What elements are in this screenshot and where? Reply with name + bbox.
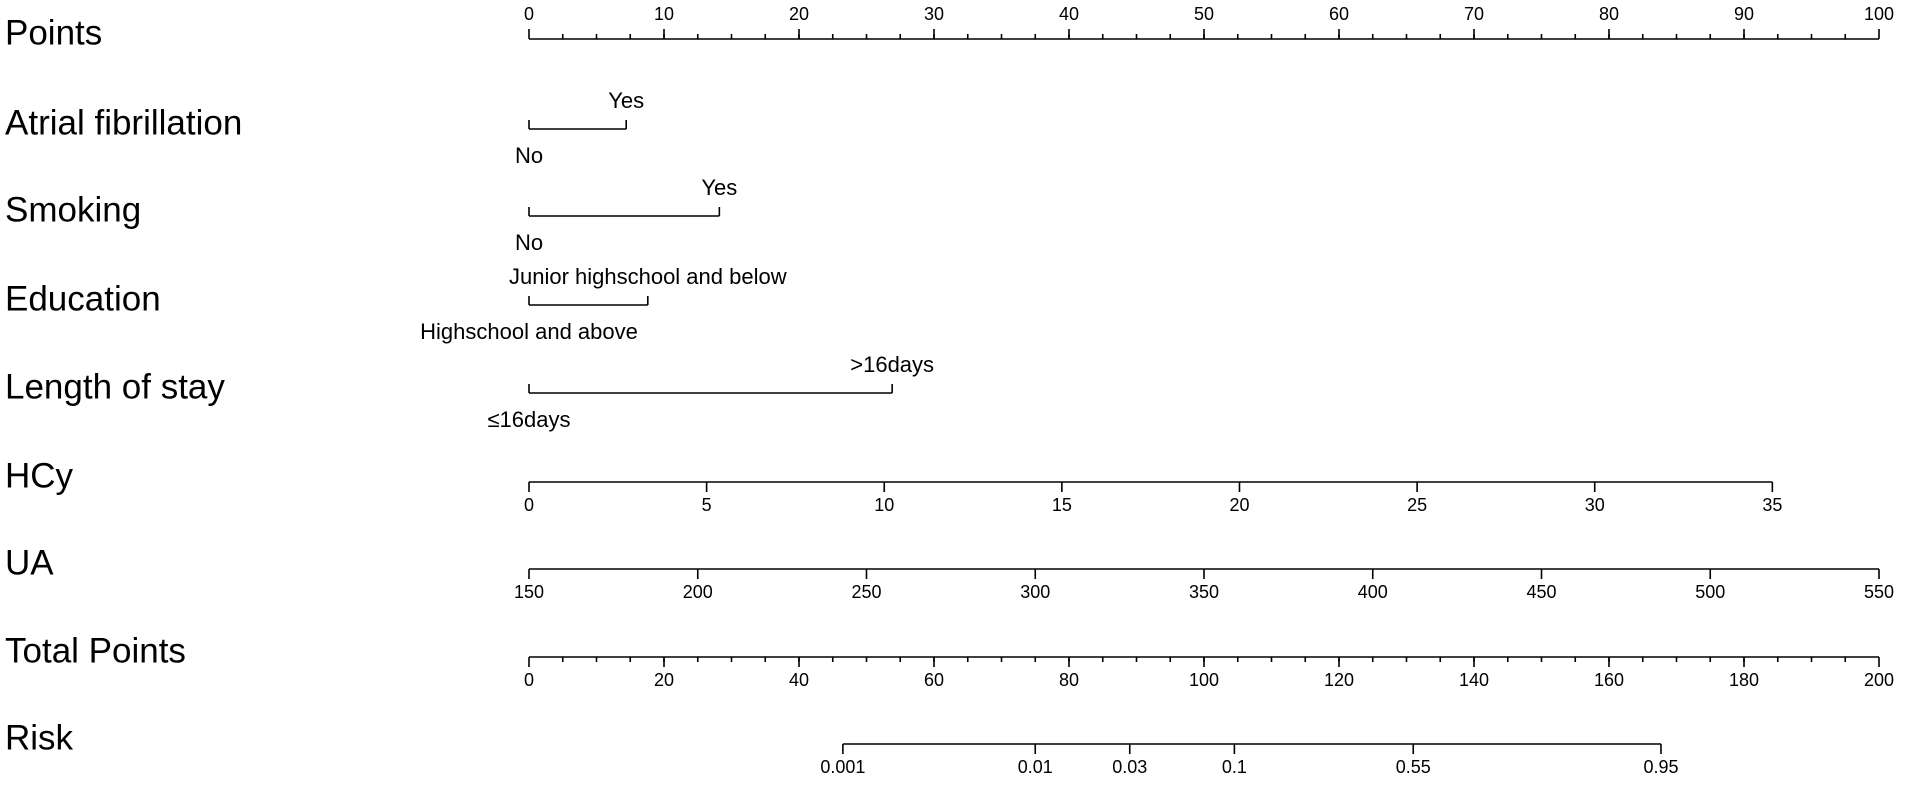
- row-label: Smoking: [5, 190, 141, 229]
- tick-label: 100: [1864, 4, 1894, 24]
- tick-label: 350: [1189, 582, 1219, 602]
- tick-label: 0.01: [1018, 757, 1053, 777]
- level-label: Yes: [608, 88, 644, 113]
- level-label: No: [515, 143, 543, 168]
- row-label: Total Points: [5, 631, 186, 670]
- tick-label: 10: [874, 495, 894, 515]
- row-label: Risk: [5, 718, 74, 757]
- level-label: Yes: [701, 175, 737, 200]
- row-label: UA: [5, 543, 54, 582]
- tick-label: 0.95: [1643, 757, 1678, 777]
- tick-label: 25: [1407, 495, 1427, 515]
- tick-label: 550: [1864, 582, 1894, 602]
- tick-label: 40: [789, 670, 809, 690]
- tick-label: 20: [789, 4, 809, 24]
- level-label: Highschool and above: [420, 319, 638, 344]
- level-label: >16days: [850, 352, 934, 377]
- tick-label: 400: [1358, 582, 1388, 602]
- tick-label: 20: [654, 670, 674, 690]
- tick-label: 0: [524, 495, 534, 515]
- tick-label: 250: [851, 582, 881, 602]
- level-label: Junior highschool and below: [509, 264, 787, 289]
- tick-label: 30: [1585, 495, 1605, 515]
- tick-label: 10: [654, 4, 674, 24]
- tick-label: 180: [1729, 670, 1759, 690]
- row-label: Education: [5, 279, 161, 318]
- tick-label: 0: [524, 670, 534, 690]
- tick-label: 60: [1329, 4, 1349, 24]
- tick-label: 160: [1594, 670, 1624, 690]
- tick-label: 450: [1526, 582, 1556, 602]
- tick-label: 80: [1059, 670, 1079, 690]
- tick-label: 0.001: [820, 757, 865, 777]
- row-label: Points: [5, 13, 102, 52]
- tick-label: 100: [1189, 670, 1219, 690]
- level-label: ≤16days: [487, 407, 570, 432]
- row-label: Length of stay: [5, 367, 225, 406]
- tick-label: 150: [514, 582, 544, 602]
- tick-label: 90: [1734, 4, 1754, 24]
- tick-label: 70: [1464, 4, 1484, 24]
- row-label: HCy: [5, 456, 74, 495]
- level-label: No: [515, 230, 543, 255]
- tick-label: 120: [1324, 670, 1354, 690]
- tick-label: 35: [1762, 495, 1782, 515]
- tick-label: 30: [924, 4, 944, 24]
- tick-label: 40: [1059, 4, 1079, 24]
- tick-label: 200: [1864, 670, 1894, 690]
- tick-label: 140: [1459, 670, 1489, 690]
- tick-label: 15: [1052, 495, 1072, 515]
- tick-label: 500: [1695, 582, 1725, 602]
- tick-label: 200: [683, 582, 713, 602]
- tick-label: 5: [702, 495, 712, 515]
- tick-label: 0: [524, 4, 534, 24]
- tick-label: 0.03: [1112, 757, 1147, 777]
- tick-label: 0.55: [1396, 757, 1431, 777]
- tick-label: 300: [1020, 582, 1050, 602]
- tick-label: 0.1: [1222, 757, 1247, 777]
- tick-label: 50: [1194, 4, 1214, 24]
- tick-label: 60: [924, 670, 944, 690]
- tick-label: 80: [1599, 4, 1619, 24]
- tick-label: 20: [1229, 495, 1249, 515]
- row-label: Atrial fibrillation: [5, 103, 242, 142]
